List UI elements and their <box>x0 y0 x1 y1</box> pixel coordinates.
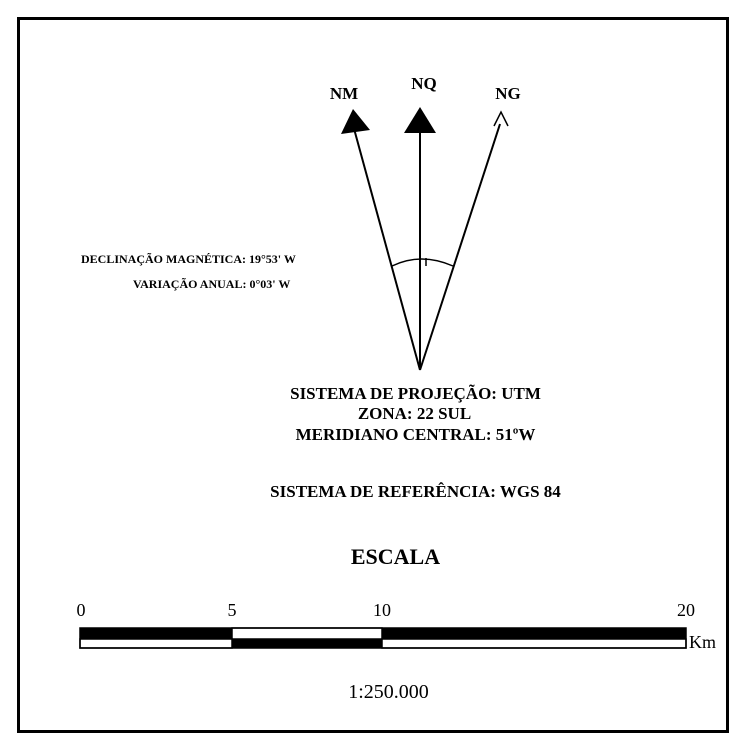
annual-variation-text: VARIAÇÃO ANUAL: 0°03' W <box>133 277 291 291</box>
scale-bar <box>79 627 687 649</box>
scale-title: ESCALA <box>350 544 441 569</box>
magnetic-declination-text: DECLINAÇÃO MAGNÉTICA: 19°53' W <box>81 252 296 266</box>
scale-tick-20: 20 <box>677 600 695 620</box>
zone-text: ZONA: 22 SUL <box>357 404 472 423</box>
scale-ratio: 1:250.000 <box>348 681 429 703</box>
projection-system-text: SISTEMA DE PROJEÇÃO: UTM <box>290 384 541 403</box>
geographic-north-arrowhead <box>493 110 509 127</box>
scale-tick-10: 10 <box>373 600 391 620</box>
geographic-north-line <box>419 123 501 371</box>
scale-segment-bottom-5-10 <box>232 639 382 648</box>
scale-unit: Km <box>689 632 716 652</box>
grid-north-label: NQ <box>411 74 437 93</box>
central-meridian-text: MERIDIANO CENTRAL: 51ºW <box>295 425 536 444</box>
scale-segment-bottom-10-20 <box>381 638 687 649</box>
north-arrow-diagram <box>341 107 509 371</box>
declination-arc <box>391 258 454 267</box>
geographic-north-label: NG <box>495 84 521 103</box>
scale-segment-top-0-5 <box>80 628 232 639</box>
magnetic-north-line <box>352 124 421 371</box>
reference-system-text: SISTEMA DE REFERÊNCIA: WGS 84 <box>270 482 561 501</box>
scale-segment-bottom-0-5 <box>79 638 233 649</box>
scale-segment-top-5-10 <box>231 627 383 640</box>
magnetic-north-arrowhead <box>341 109 370 134</box>
scale-segment-top-10-20 <box>382 628 686 639</box>
magnetic-north-label: NM <box>329 84 359 103</box>
scale-bar-outline <box>79 627 687 649</box>
map-frame <box>17 17 729 733</box>
grid-north-arrowhead <box>404 107 436 133</box>
scale-tick-5: 5 <box>227 600 237 620</box>
scale-tick-0: 0 <box>76 600 86 620</box>
